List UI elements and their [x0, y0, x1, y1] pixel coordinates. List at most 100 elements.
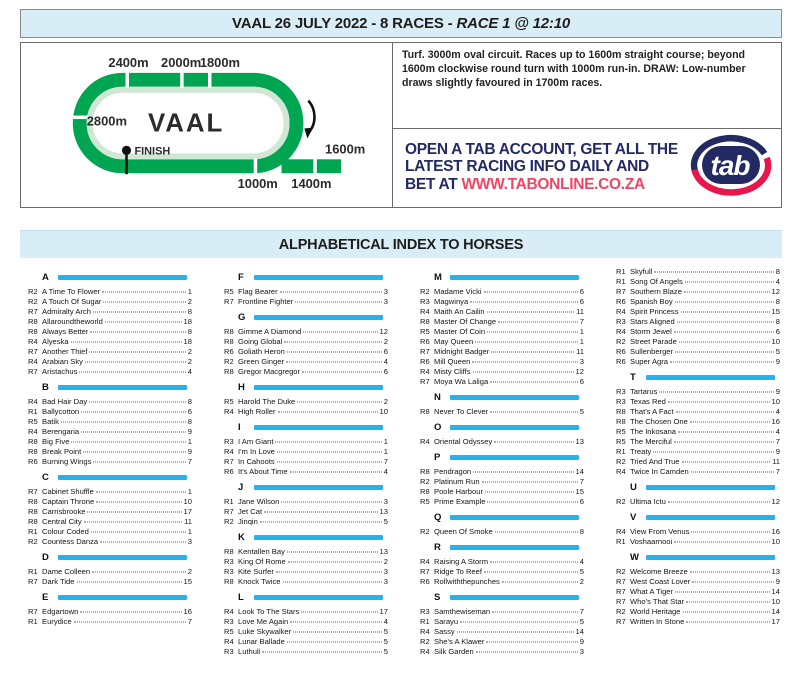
index-column: F R5 Flag Bearer 3 R7 Frontline Fighter 3 G R8 Gi…	[224, 267, 388, 657]
dot-leader	[483, 291, 578, 293]
race-number: R8	[28, 327, 38, 336]
track-diagram-panel: 2400m 2000m 1800m 2800m VAAL FINISH 1600…	[21, 43, 393, 207]
dot-leader	[475, 341, 578, 343]
page-number: 4	[775, 277, 780, 286]
ad-line-3-prefix: BET AT	[405, 175, 462, 193]
letter-divider-bar	[58, 555, 187, 560]
page-number: 9	[775, 357, 780, 366]
dot-leader	[673, 331, 774, 333]
page-number: 15	[771, 307, 780, 316]
horse-name: Treaty	[630, 447, 652, 456]
race-number: R4	[224, 447, 234, 456]
dot-leader	[103, 301, 186, 303]
index-column: A R2 A Time To Flower 1 R2 A Touch Of Sugar 2 R…	[28, 267, 192, 657]
index-entry: R6 It's About Time 4	[224, 467, 388, 477]
horse-name: Going Global	[238, 337, 283, 346]
index-entry: R3 Love Me Again 4	[224, 617, 388, 627]
dot-leader	[667, 401, 770, 403]
dot-leader	[691, 531, 770, 533]
race-number: R1	[616, 277, 626, 286]
race-number: R2	[616, 607, 626, 616]
horse-name: Kentallen Bay	[238, 547, 285, 556]
horse-name: Moya Wa Laliga	[434, 377, 489, 386]
index-entry: R7 What A Tiger 14	[616, 587, 780, 597]
dot-leader	[676, 321, 774, 323]
race-number: R4	[28, 397, 38, 406]
index-entry: R2 She's A Klawer 9	[420, 637, 584, 647]
race-time-title: RACE 1 @ 12:10	[456, 15, 570, 32]
race-number: R6	[616, 347, 626, 356]
horse-name: A Time To Flower	[42, 287, 101, 296]
horse-name: Carrisbrooke	[42, 507, 86, 516]
horse-name: Sassy	[434, 627, 455, 636]
page-number: 14	[771, 607, 780, 616]
horse-name: Kite Surfer	[238, 567, 274, 576]
letter-header-w: W	[616, 552, 780, 563]
index-entry: R2 World Heritage 14	[616, 607, 780, 617]
index-entry: R4 Storm Jewel 6	[616, 327, 780, 337]
dot-leader	[295, 301, 382, 303]
race-number: R7	[28, 607, 38, 616]
letter-header-i: I	[224, 422, 388, 433]
horse-name: View From Venus	[630, 527, 690, 536]
index-entry: R2 Tried And True 11	[616, 457, 780, 467]
letter-label: D	[42, 552, 49, 563]
index-entry: R7 Moya Wa Laliga 6	[420, 377, 584, 387]
index-entry: R2 Welcome Breeze 13	[616, 567, 780, 577]
page-number: 10	[771, 537, 780, 546]
horse-name: Skyfull	[630, 267, 653, 276]
race-number: R4	[420, 437, 430, 446]
race-number: R1	[224, 497, 234, 506]
race-number: R8	[224, 577, 234, 586]
horse-name: Poole Harbour	[434, 487, 483, 496]
dot-leader	[473, 471, 574, 473]
letter-divider-bar	[58, 275, 187, 280]
horse-name: Welcome Breeze	[630, 567, 688, 576]
dot-leader	[675, 351, 774, 353]
horse-name: Gregor Macgregor	[238, 367, 301, 376]
tab-website-link[interactable]: WWW.TABONLINE.CO.ZA	[461, 175, 645, 193]
race-number: R3	[224, 437, 234, 446]
dot-leader	[470, 301, 578, 303]
horse-name: World Heritage	[630, 607, 681, 616]
race-number: R3	[420, 607, 430, 616]
dot-leader	[486, 311, 575, 313]
page-number: 5	[579, 617, 584, 626]
dot-leader	[486, 641, 578, 643]
race-number: R4	[616, 467, 626, 476]
letter-label: Q	[434, 512, 442, 523]
page-number: 9	[775, 387, 780, 396]
index-entry: R8 Central City 11	[28, 517, 192, 527]
race-number: R7	[616, 617, 626, 626]
index-title: ALPHABETICAL INDEX TO HORSES	[278, 236, 524, 253]
index-entry: R2 Street Parade 10	[616, 337, 780, 347]
race-number: R4	[420, 647, 430, 656]
page-number: 8	[775, 267, 780, 276]
race-number: R4	[420, 557, 430, 566]
dot-leader	[303, 331, 378, 333]
race-number: R4	[420, 307, 430, 316]
letter-header-n: N	[420, 392, 584, 403]
dot-leader	[79, 371, 186, 373]
dot-leader	[83, 451, 186, 453]
dot-leader	[290, 621, 382, 623]
index-entry: R7 Midnight Badger 11	[420, 347, 584, 357]
horse-name: Sarayu	[434, 617, 459, 626]
index-entry: R7 Edgartown 16	[28, 607, 192, 617]
race-number: R8	[28, 437, 38, 446]
page-number: 11	[184, 517, 192, 526]
dot-leader	[302, 371, 382, 373]
marker-1600m: 1600m	[325, 141, 365, 156]
race-number: R2	[224, 357, 234, 366]
dot-leader	[472, 361, 578, 363]
index-entry: R4 Arabian Sky 2	[28, 357, 192, 367]
index-entry: R1 Eurydice 7	[28, 617, 192, 627]
tab-advert: OPEN A TAB ACCOUNT, GET ALL THE LATEST R…	[393, 129, 781, 207]
dot-leader	[494, 531, 578, 533]
letter-header-k: K	[224, 532, 388, 543]
race-number: R3	[420, 297, 430, 306]
letter-divider-bar	[450, 515, 579, 520]
gap-2000m	[179, 71, 184, 88]
dot-leader	[490, 381, 578, 383]
dot-leader	[683, 291, 770, 293]
